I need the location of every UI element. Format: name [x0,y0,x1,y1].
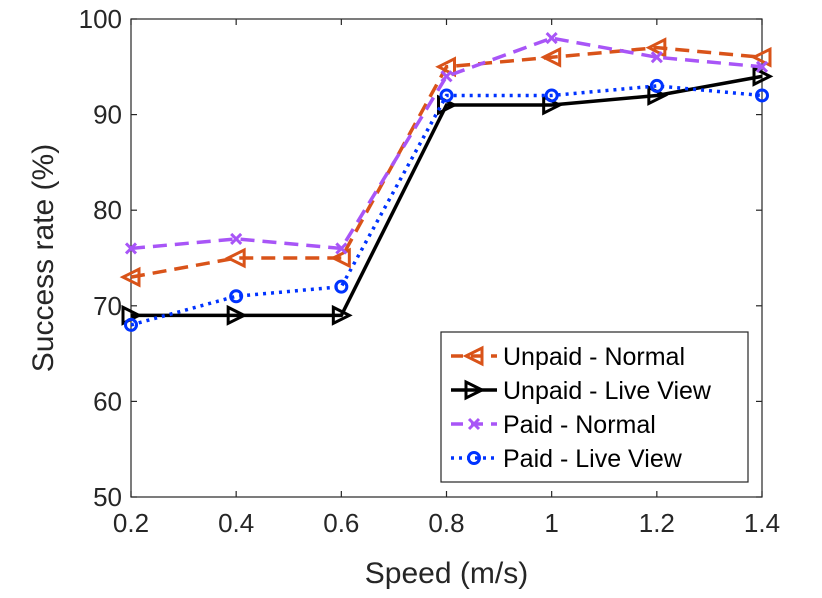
x-tick-label: 1.2 [639,508,675,538]
series-line [130,45,763,279]
data-point [331,304,353,326]
legend-marker [467,451,481,465]
series-1 [119,37,772,288]
series-layer [119,32,774,332]
data-point [229,289,244,304]
marker-stroke [335,242,348,255]
data-point [329,247,351,269]
data-point [334,279,349,294]
series-3 [124,32,769,255]
data-point [545,32,558,45]
data-point [440,70,453,83]
marker-stroke [230,232,243,245]
data-point [124,242,138,255]
legend-label: Unpaid - Live View [503,377,712,405]
marker-stroke [440,70,453,83]
x-axis-title: Speed (m/s) [365,557,528,590]
data-point [435,56,456,78]
series-line [131,74,763,318]
x-tick-label: 0.6 [323,508,359,538]
data-point [230,232,243,245]
y-tick-label: 60 [93,386,122,416]
data-point [645,37,667,59]
data-point [752,65,774,87]
data-point [119,266,141,288]
legend-item: Unpaid - Live View [451,377,712,405]
data-point [224,247,246,269]
legend: Unpaid - Normal Unpaid - Live View Paid - … [440,331,749,483]
y-tick-label: 70 [93,291,122,321]
legend-item: Unpaid - Normal [451,343,685,371]
x-tick-label: 0.2 [113,508,149,538]
x-tick-label: 1 [544,508,558,538]
marker-stroke [650,51,663,64]
marker-stroke [467,417,481,431]
data-point [335,242,348,255]
legend-label: Paid - Live View [503,445,683,473]
marker-stroke [124,242,138,255]
x-tick-label: 0.8 [428,508,464,538]
y-tick-label: 90 [93,100,122,130]
data-point [649,78,664,93]
series-4 [124,78,769,332]
legend-marker [467,417,481,431]
legend-label: Unpaid - Normal [503,343,685,371]
marker-stroke [755,60,769,73]
plot-area: 50 60 70 80 90 100 0.2 0.4 0.6 0.8 1 1.2 1.4 [79,4,780,538]
y-tick-label: 50 [93,482,122,512]
marker-stroke [545,32,558,45]
data-point [544,88,559,103]
legend-marker [464,379,486,401]
x-tick-label: 0.4 [218,508,254,538]
data-point [226,304,248,326]
series-line [130,84,763,327]
data-point [650,51,663,64]
y-axis-title: Success rate (%) [27,144,60,372]
data-point [755,88,769,103]
data-point [750,46,772,68]
legend-item: Paid - Normal [451,411,656,439]
data-point [755,60,769,73]
data-point [540,46,562,68]
y-tick-label: 100 [79,4,122,34]
legend-item: Paid - Live View [451,445,683,473]
data-point [124,317,138,332]
legend-marker [462,345,484,367]
data-point [439,88,454,103]
x-tick-label: 1.4 [744,508,780,538]
y-tick-label: 80 [93,195,122,225]
series-2 [121,65,774,326]
legend-label: Paid - Normal [503,411,656,439]
